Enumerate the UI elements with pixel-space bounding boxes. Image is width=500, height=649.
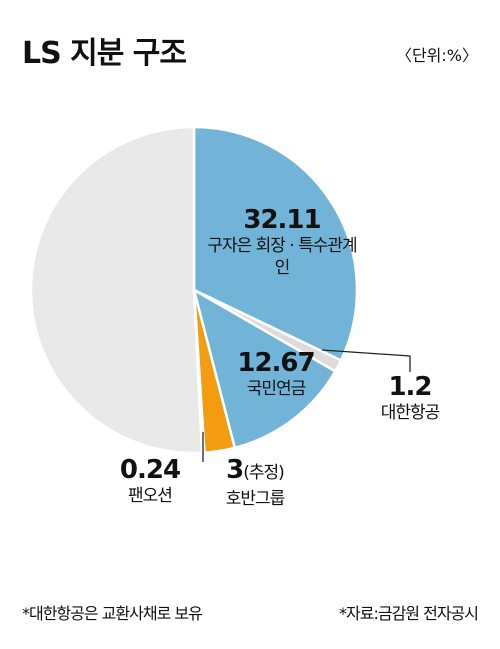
category-label: 팬오션: [128, 486, 173, 506]
footnote: *자료:금감원 전자공시: [339, 604, 479, 623]
unit-note: 〈단위:%〉: [395, 46, 478, 65]
slice-label: 3(추정) 호반그룹: [225, 455, 286, 510]
value-note: (추정): [243, 463, 285, 483]
value-label: 0.24: [119, 455, 181, 485]
leader-line: [321, 349, 411, 372]
value-label: 32.11: [243, 205, 321, 235]
category-label: 구자은 회장 · 특수관계인: [207, 236, 357, 278]
chart-title: LS 지분 구조: [22, 36, 187, 71]
value-label: 12.67: [237, 348, 315, 378]
value-label: 3(추정): [226, 455, 285, 485]
pie-slice: [29, 125, 204, 455]
pie-slice: [192, 287, 337, 450]
slice-label: 0.24 팬오션: [119, 455, 181, 507]
slice-label: 1.2 대한항공: [380, 372, 441, 424]
footnote: *대한항공은 교환사채로 보유: [22, 604, 203, 623]
category-label: 국민연금: [246, 379, 307, 399]
slice-label: 12.67 국민연금: [237, 348, 315, 400]
value-label: 1.2: [388, 372, 432, 402]
category-label: 대한항공: [380, 403, 441, 423]
slice-label: 32.11 구자은 회장 · 특수관계인: [207, 205, 357, 279]
category-label: 호반그룹: [225, 489, 286, 509]
pie-slice: [192, 125, 359, 363]
